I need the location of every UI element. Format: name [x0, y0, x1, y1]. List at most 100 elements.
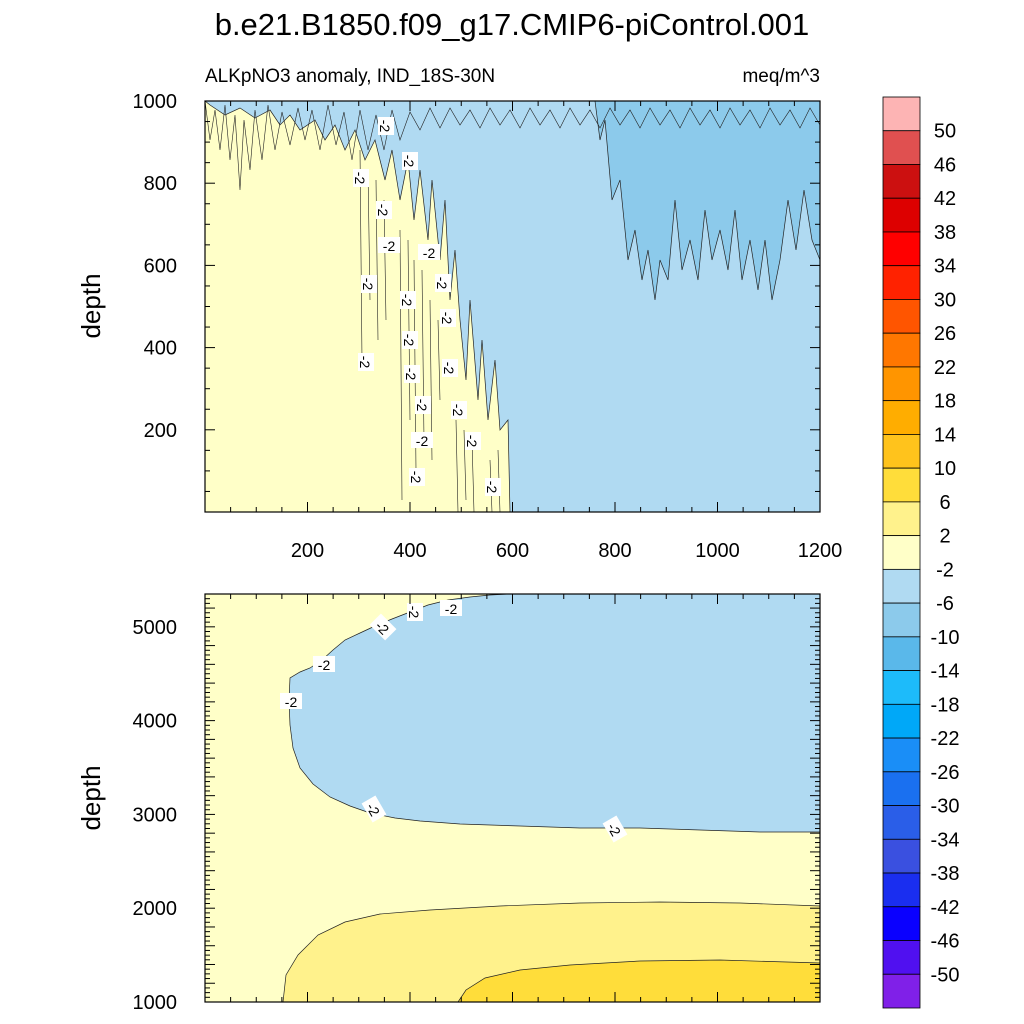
contour-label: -2 [423, 245, 436, 261]
contour-label: -2 [464, 435, 480, 448]
colorbar-swatch [882, 400, 921, 435]
colorbar-label: -50 [931, 964, 960, 986]
y-tick-label: 800 [144, 173, 177, 195]
contour-label: -2 [484, 481, 500, 494]
colorbar-swatch [882, 568, 921, 604]
contour-label: -2 [383, 238, 396, 254]
contour-label: -2 [360, 278, 376, 291]
colorbar-label: -42 [931, 897, 960, 919]
lower-axes: 1000 2000 3000 4000 5000 [133, 593, 821, 1014]
lower-ylabel: depth [76, 765, 106, 830]
contour-label: -2 [401, 334, 417, 347]
upper-axes: 200 400 600 800 1000 1200 200 400 600 800 1000 [133, 91, 843, 562]
colorbar-swatch [882, 973, 921, 1009]
x-tick-label: 400 [393, 540, 426, 562]
colorbar-swatch [882, 265, 921, 300]
contour-label: -2 [399, 294, 415, 307]
colorbar-label: 42 [934, 188, 956, 210]
colorbar-swatch [882, 96, 921, 132]
colorbar-label: 10 [934, 458, 956, 480]
colorbar-label: 50 [934, 121, 956, 143]
colorbar-swatch [882, 636, 921, 671]
colorbar-label: 14 [934, 424, 956, 446]
colorbar-label: -10 [931, 627, 960, 649]
contour-label: -2 [434, 277, 450, 290]
contour-label: -2 [406, 606, 422, 619]
x-tick-label: 1200 [798, 540, 843, 562]
upper-region-minus2-to-2 [204, 100, 511, 513]
colorbar-swatch [882, 231, 921, 267]
contour-label: -2 [403, 368, 419, 381]
contour-label: -2 [445, 601, 458, 617]
colorbar-swatch [882, 164, 921, 199]
contour-label: -2 [450, 404, 466, 417]
lower-region-minus2-to-minus6 [288, 593, 821, 833]
colorbar-swatch [882, 940, 921, 975]
contour-label: -2 [441, 362, 457, 375]
upper-panel: ALKpNO3 anomaly, IND_18S-30N meq/m^3 -2 … [76, 66, 842, 562]
contour-label: -2 [377, 120, 393, 133]
y-tick-label: 3000 [133, 804, 178, 826]
colorbar-swatch [882, 872, 921, 908]
colorbar-label: 26 [934, 323, 956, 345]
colorbar-swatch [882, 366, 921, 402]
x-tick-label: 1000 [695, 540, 740, 562]
colorbar-swatch [882, 703, 921, 739]
panel-subtitle-left: ALKpNO3 anomaly, IND_18S-30N [205, 66, 495, 87]
colorbar-label: 18 [934, 391, 956, 413]
contour-label: -2 [401, 155, 417, 168]
colorbar-label: 46 [934, 154, 956, 176]
colorbar-label: 30 [934, 289, 956, 311]
colorbar-label: -30 [931, 796, 960, 818]
colorbar-label: -38 [931, 863, 960, 885]
colorbar-swatch [882, 737, 921, 773]
y-tick-label: 1000 [133, 91, 178, 113]
colorbar-swatch [882, 838, 921, 874]
upper-ylabel: depth [76, 273, 106, 338]
colorbar-swatch [882, 906, 921, 941]
upper-contour-labels: -2 -2 -2 -2 -2 -2 -2 -2 -2 -2 -2 -2 -2 -… [352, 117, 501, 496]
x-tick-label: 200 [291, 540, 324, 562]
colorbar-swatch [882, 535, 921, 570]
contour-label: -2 [357, 356, 373, 369]
colorbar: 50 46 42 38 34 30 26 22 18 14 10 6 2 -2 -6 -10 -14 -18 -22… [882, 96, 960, 1009]
y-tick-label: 2000 [133, 898, 178, 920]
colorbar-swatch [882, 197, 921, 233]
lower-contour-labels: -2 -2 -2 -2 -2 -2 -2 [280, 600, 628, 843]
colorbar-label: 6 [939, 492, 950, 514]
colorbar-label: -26 [931, 762, 960, 784]
x-tick-label: 800 [598, 540, 631, 562]
panel-subtitle-right: meq/m^3 [742, 66, 820, 87]
colorbar-label: -18 [931, 694, 960, 716]
y-tick-label: 200 [144, 420, 177, 442]
contour-label: -2 [352, 172, 368, 185]
colorbar-label: -46 [931, 931, 960, 953]
colorbar-label: 34 [934, 256, 956, 278]
upper-noise-contours [204, 100, 821, 191]
upper-region-minus6-to-minus10 [594, 100, 821, 301]
colorbar-label: -14 [931, 661, 960, 683]
contour-label: -2 [318, 657, 331, 673]
colorbar-label: -34 [931, 829, 960, 851]
colorbar-swatch [882, 602, 921, 638]
contour-label: -2 [439, 312, 455, 325]
colorbar-swatch [882, 467, 921, 503]
contour-label: -2 [285, 694, 298, 710]
contour-label: -2 [414, 399, 430, 412]
colorbar-swatch [882, 501, 921, 537]
y-tick-label: 600 [144, 255, 177, 277]
colorbar-swatch [882, 130, 921, 165]
figure-title: b.e21.B1850.f09_g17.CMIP6-piControl.001 [215, 7, 810, 42]
y-tick-label: 400 [144, 338, 177, 360]
lower-panel: -2 -2 -2 -2 -2 -2 -2 1000 2000 3000 4000 500… [76, 593, 821, 1014]
colorbar-swatch [882, 805, 921, 840]
colorbar-label: -22 [931, 728, 960, 750]
y-tick-label: 4000 [133, 711, 178, 733]
colorbar-swatch [882, 299, 921, 334]
contour-label: -2 [408, 471, 424, 484]
x-tick-label: 600 [496, 540, 529, 562]
colorbar-label: -2 [936, 559, 954, 581]
colorbar-label: 2 [939, 526, 950, 548]
y-tick-label: 1000 [133, 992, 178, 1014]
colorbar-swatch [882, 670, 921, 705]
